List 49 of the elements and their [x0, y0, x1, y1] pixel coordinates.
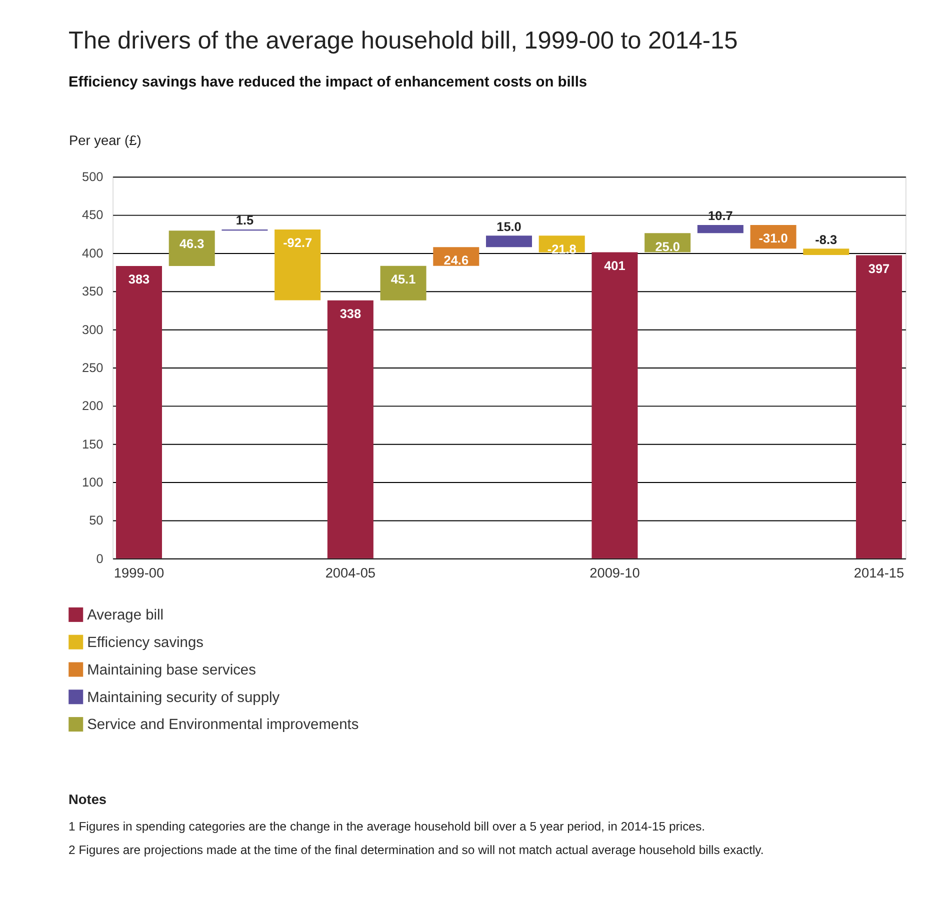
y-tick-label: 300: [82, 322, 104, 337]
x-tick-label: 2009-10: [590, 565, 640, 580]
bar: [327, 300, 374, 558]
legend-label: Maintaining security of supply: [87, 690, 280, 706]
data-label: 1.5: [236, 212, 254, 228]
y-tick-label: 50: [89, 512, 104, 528]
data-label: 24.6: [444, 252, 469, 268]
legend-label: Average bill: [87, 608, 164, 624]
x-tick-label: 2004-05: [325, 565, 376, 580]
y-axis-title: Per year (£): [69, 132, 142, 148]
bar: [856, 255, 902, 558]
text: 2 Figures are projections made at the time of the final determination and so will not match actual average household bills exactly.: [68, 843, 764, 858]
bar: [168, 230, 215, 266]
y-tick-label: 250: [82, 360, 104, 375]
x-tick-label: 2014-15: [854, 565, 904, 580]
y-tick-label: 450: [82, 207, 104, 222]
data-label: 338: [340, 306, 362, 321]
chart-subtitle: Efficiency savings have reduced the impact of enhancement costs on bills: [68, 74, 588, 91]
y-tick-label: 150: [82, 436, 104, 452]
text: Notes: [68, 792, 107, 808]
data-label: 46.3: [179, 236, 204, 252]
bar: [486, 236, 532, 248]
data-label: 15.0: [496, 218, 522, 234]
data-label: 25.0: [655, 238, 680, 254]
y-tick-label: 500: [82, 169, 104, 184]
data-label: 401: [604, 258, 626, 273]
legend-label: Maintaining base services: [87, 662, 256, 678]
data-label: -31.0: [758, 230, 788, 246]
y-tick-label: 400: [82, 245, 104, 260]
y-tick-label: 200: [82, 398, 104, 414]
bar: [116, 266, 162, 558]
data-label: 45.1: [390, 272, 416, 287]
text: 1 Figures in spending categories are the change in the average household bill over a 5 year period, in 2014-15 prices.: [68, 820, 705, 834]
legend-label: Service and Environmental improvements: [87, 717, 359, 734]
data-label: 383: [128, 272, 150, 287]
x-tick-label: 1999-00: [114, 565, 164, 580]
y-tick-label: 0: [96, 550, 104, 566]
bar: [592, 252, 638, 558]
data-label: -92.7: [283, 235, 312, 250]
chart-title: The drivers of the average household bill, 1999-00 to 2014-15: [68, 27, 738, 54]
y-tick-label: 350: [82, 284, 104, 299]
bar: [274, 229, 321, 300]
bar: [697, 224, 744, 234]
bar: [803, 248, 850, 255]
data-label: -8.3: [815, 232, 838, 247]
y-tick-label: 100: [82, 474, 104, 490]
data-label: 397: [868, 260, 890, 276]
legend-label: Efficiency savings: [87, 634, 204, 651]
bar: [380, 266, 426, 300]
